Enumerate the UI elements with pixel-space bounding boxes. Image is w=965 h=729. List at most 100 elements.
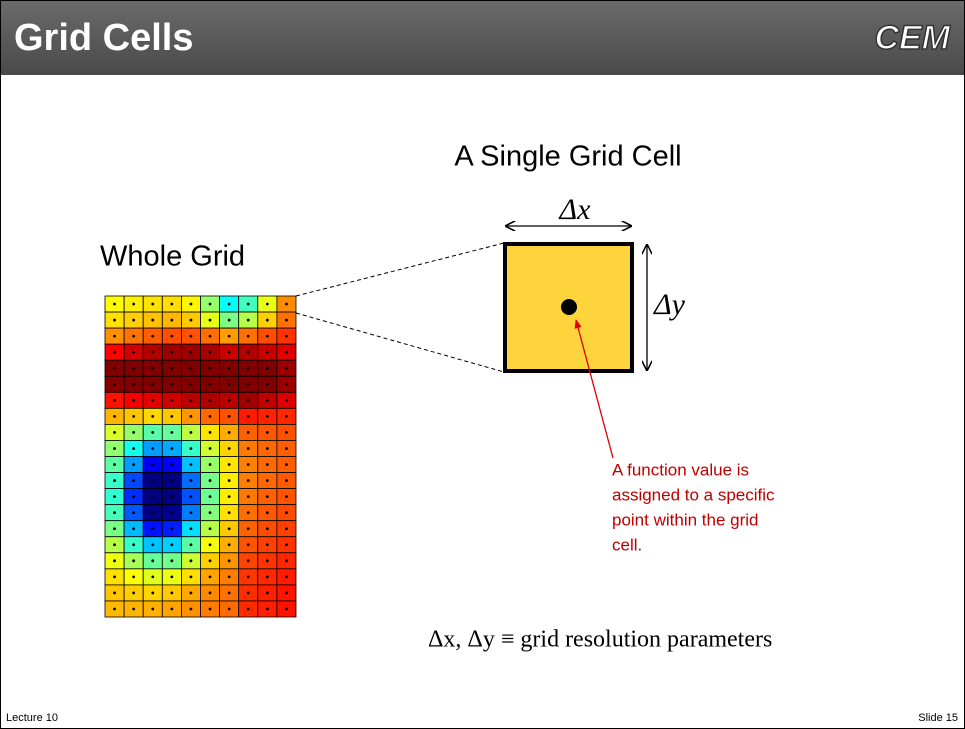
heat-dot bbox=[170, 318, 174, 322]
heat-dot bbox=[227, 543, 231, 547]
heat-dot bbox=[285, 334, 288, 338]
heat-dot bbox=[170, 302, 174, 306]
heat-dot bbox=[285, 431, 288, 434]
heat-dot bbox=[132, 366, 136, 370]
annotation-line: assigned to a specific bbox=[612, 485, 775, 504]
heat-dot bbox=[285, 382, 288, 386]
heat-dot bbox=[265, 591, 269, 595]
heat-dot bbox=[189, 575, 193, 579]
heat-dot bbox=[208, 302, 212, 306]
heat-dot bbox=[151, 479, 155, 482]
heat-dot bbox=[265, 543, 269, 547]
heat-dot bbox=[113, 543, 116, 547]
heat-dot bbox=[208, 382, 212, 386]
heat-dot bbox=[227, 479, 231, 482]
heat-dot bbox=[208, 479, 212, 482]
heat-dot bbox=[265, 350, 269, 354]
heat-dot bbox=[208, 559, 212, 563]
heat-dot bbox=[246, 479, 250, 482]
heat-dot bbox=[285, 398, 288, 402]
heat-dot bbox=[113, 495, 116, 499]
heat-dot bbox=[132, 479, 136, 482]
heat-dot bbox=[285, 591, 288, 595]
heat-dot bbox=[113, 479, 116, 482]
heat-dot bbox=[113, 575, 116, 579]
heat-dot bbox=[151, 607, 155, 611]
heat-dot bbox=[170, 366, 174, 370]
heat-dot bbox=[285, 479, 288, 482]
heat-dot bbox=[151, 575, 155, 579]
heat-dot bbox=[189, 431, 193, 434]
logo: CEM bbox=[874, 19, 950, 57]
heat-dot bbox=[132, 302, 136, 306]
heat-dot bbox=[170, 382, 174, 386]
heat-dot bbox=[151, 398, 155, 402]
heat-dot bbox=[113, 350, 116, 354]
heat-dot bbox=[170, 398, 174, 402]
heat-dot bbox=[246, 334, 250, 338]
annotation: A function value is assigned to a specif… bbox=[612, 460, 775, 554]
heat-dot bbox=[227, 495, 231, 499]
heat-dot bbox=[246, 447, 250, 450]
heat-dot bbox=[227, 447, 231, 450]
heat-dot bbox=[151, 334, 155, 338]
heat-dot bbox=[189, 447, 193, 450]
heat-dot bbox=[265, 302, 269, 306]
heat-dot bbox=[265, 318, 269, 322]
heat-dot bbox=[265, 398, 269, 402]
heat-dot bbox=[170, 334, 174, 338]
heat-dot bbox=[227, 302, 231, 306]
heat-dot bbox=[227, 575, 231, 579]
footer-right: Slide 15 bbox=[918, 712, 958, 724]
heat-dot bbox=[113, 302, 116, 306]
heat-dot bbox=[189, 591, 193, 595]
heat-dot bbox=[208, 607, 212, 611]
heat-dot bbox=[246, 398, 250, 402]
heat-dot bbox=[265, 559, 269, 563]
heat-dot bbox=[170, 527, 174, 531]
heat-dot bbox=[151, 543, 155, 547]
heat-dot bbox=[285, 607, 288, 611]
heat-dot bbox=[265, 366, 269, 370]
dy-label: Δy bbox=[653, 288, 686, 321]
heat-dot bbox=[227, 511, 231, 515]
heat-dot bbox=[132, 318, 136, 322]
cell-point bbox=[561, 299, 577, 315]
heat-dot bbox=[227, 414, 231, 418]
heat-dot bbox=[170, 447, 174, 450]
heat-dot bbox=[208, 414, 212, 418]
heat-dot bbox=[151, 527, 155, 531]
heat-dot bbox=[246, 302, 250, 306]
heat-dot bbox=[132, 559, 136, 563]
heat-dot bbox=[132, 431, 136, 434]
heat-dot bbox=[132, 591, 136, 595]
heat-dot bbox=[132, 334, 136, 338]
heat-dot bbox=[285, 318, 288, 322]
heat-dot bbox=[113, 334, 116, 338]
heat-dot bbox=[189, 463, 193, 466]
heat-dot bbox=[151, 318, 155, 322]
heat-dot bbox=[208, 511, 212, 515]
heat-dot bbox=[132, 382, 136, 386]
heat-dot bbox=[189, 543, 193, 547]
heat-dot bbox=[208, 334, 212, 338]
heat-dot bbox=[151, 366, 155, 370]
heat-dot bbox=[189, 559, 193, 563]
heat-dot bbox=[113, 527, 116, 531]
heat-dot bbox=[265, 527, 269, 531]
formula: Δx, Δy ≡ grid resolution parameters bbox=[428, 627, 772, 653]
heat-dot bbox=[265, 575, 269, 579]
heat-dot bbox=[170, 543, 174, 547]
heat-dot bbox=[113, 447, 116, 450]
heat-dot bbox=[170, 591, 174, 595]
heat-dot bbox=[227, 334, 231, 338]
heat-dot bbox=[265, 495, 269, 499]
heat-dot bbox=[170, 575, 174, 579]
heat-dot bbox=[170, 431, 174, 434]
heat-dot bbox=[189, 398, 193, 402]
header-bar bbox=[1, 1, 964, 75]
heat-dot bbox=[132, 414, 136, 418]
heat-dot bbox=[132, 447, 136, 450]
heat-dot bbox=[132, 527, 136, 531]
heat-dot bbox=[132, 511, 136, 515]
